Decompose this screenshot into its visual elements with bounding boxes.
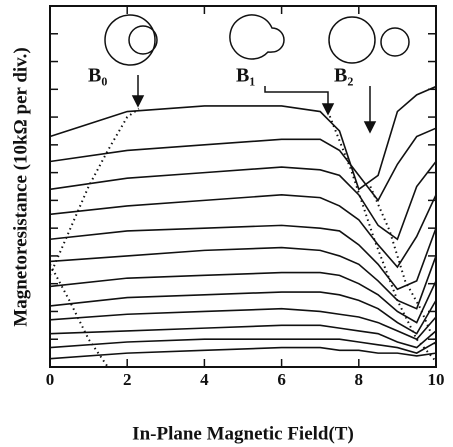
y-axis-label: Magnetoresistance (10kΩ per div.) [10,47,31,326]
inset-shapes [104,14,410,66]
annotation: B₁ [236,65,255,87]
curve [49,246,437,310]
curve [49,338,437,354]
dotted-curve [49,263,109,368]
annotation: B₀ [88,65,107,87]
curve [49,307,437,341]
x-tick-label: 6 [277,370,286,389]
curve [49,194,437,269]
x-tick-label: 0 [46,370,55,389]
curve [49,271,437,324]
curve [49,346,437,360]
dotted-curve [49,107,140,276]
annotation-arrows [131,75,377,134]
curve [49,324,437,349]
annotation: B₂ [334,65,353,87]
dotted-curve [369,186,437,346]
curve [49,85,437,191]
x-tick-label: 4 [200,370,209,389]
curve [49,127,437,202]
x-tick-label: 10 [428,370,445,389]
x-axis-label: In-Plane Magnetic Field(T) [132,423,354,444]
curve [49,161,437,241]
curve [49,224,437,291]
curve [49,291,437,335]
frame [49,5,437,368]
x-tick-label: 2 [123,370,132,389]
x-tick-label: 8 [355,370,364,389]
